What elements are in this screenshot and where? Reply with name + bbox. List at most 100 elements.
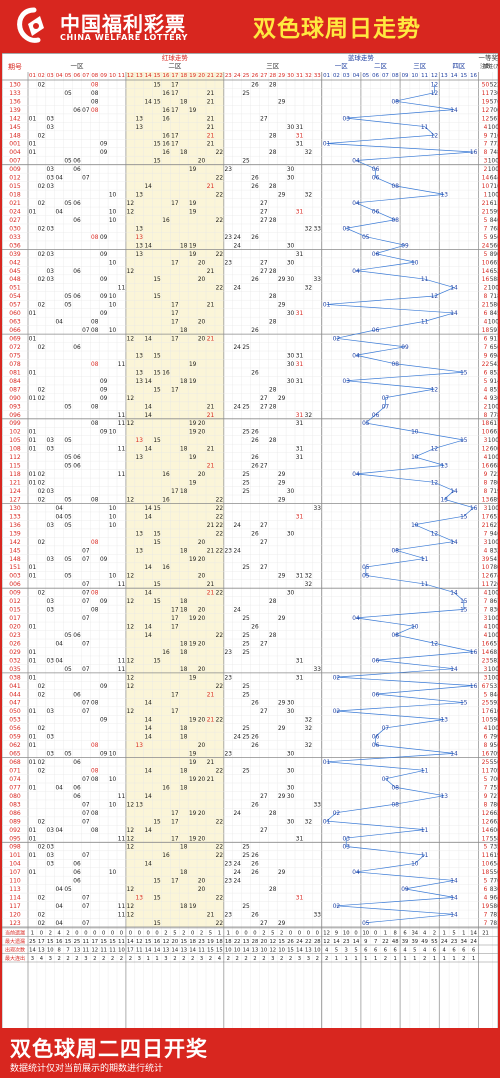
issue-label: 115 [9,463,21,470]
red-ball-hit: 20 [198,616,206,622]
prize-amount: 550 [490,870,498,876]
stat-red-value: 15 [47,939,54,945]
stat-blue-value: 48 [392,939,399,945]
stat-red-value: 10 [225,947,232,953]
red-ball-hit: 30 [287,701,295,707]
red-ball-hit: 03 [47,523,55,529]
blue-ball-hit: 02 [333,811,341,817]
prize-count: 3 [484,667,488,673]
red-ball-hit: 05 [64,91,72,97]
red-ball-hit: 26 [251,328,259,334]
red-ball-hit: 22 [216,176,224,182]
stat-blue-value: 8 [394,930,397,936]
prize-count: 67 [482,684,490,690]
red-ball-hit: 22 [216,218,224,224]
trend-chart: 期号红球走势一区二区三区蓝球走势一区二区三区四区一等奖注数单注(万元)01020… [2,53,498,1028]
red-ball-hit: 05 [64,303,72,309]
red-ball-hit: 26 [251,464,259,470]
red-zone-header: 一区 [70,62,84,70]
blue-ball-hit: 07 [382,777,390,783]
blue-ball-hit: 14 [450,489,458,495]
issue-label: 102 [9,429,21,436]
blue-ball-hit: 15 [460,608,468,614]
red-ball-hit: 21 [207,303,215,309]
prize-count: 5 [484,252,488,258]
issue-label: 113 [9,886,21,893]
issue-label: 110 [9,878,21,885]
red-ball-hit: 23 [225,862,233,868]
prize-count: 9 [484,472,488,478]
red-ball-hit: 31 [296,447,304,453]
red-ball-hit: 03 [47,447,55,453]
stat-red-value: 0 [289,930,292,936]
stat-red-value: 0 [120,930,123,936]
red-ball-hit: 22 [216,591,224,597]
prize-amount: 964 [490,896,498,902]
stat-red-value: 16 [154,939,161,945]
red-ball-hit: 29 [278,870,286,876]
prize-count: 7 [484,608,488,614]
red-ball-hit: 02 [38,896,46,902]
red-ball-hit: 08 [91,769,99,775]
red-ball-hit: 26 [251,184,259,190]
blue-ball-hit: 11 [421,320,429,326]
stat-red-value: 13 [38,947,45,953]
blue-number-header: 02 [333,73,340,79]
red-ball-hit: 01 [29,870,37,876]
prize-count: 12 [482,819,490,825]
red-ball-hit: 01 [29,709,37,715]
issue-label: 054 [9,293,21,300]
red-ball-hit: 08 [91,108,99,114]
red-ball-hit: 26 [251,370,259,376]
blue-number-header: 11 [421,73,428,79]
red-ball-hit: 21 [207,447,215,453]
prize-count: 10 [482,565,490,571]
red-ball-hit: 32 [305,718,313,724]
blue-number-header: 08 [392,73,399,79]
prize-count: 13 [482,497,490,503]
red-number-header: 03 [47,73,54,79]
red-ball-hit: 05 [64,201,72,207]
prize-amount: 651 [490,514,498,520]
red-ball-hit: 24 [233,735,241,741]
blue-ball-hit: 03 [343,379,351,385]
red-ball-hit: 15 [153,294,161,300]
red-ball-hit: 12 [127,599,135,605]
red-ball-hit: 05 [64,514,72,520]
red-ball-hit: 01 [29,625,37,631]
red-ball-hit: 22 [216,921,224,927]
red-ball-hit: 22 [216,819,224,825]
prize-count: 3 [484,438,488,444]
blue-ball-hit: 16 [470,650,478,656]
red-ball-hit: 06 [73,879,81,885]
red-ball-hit: 14 [144,633,152,639]
stat-blue-value: 1 [384,930,387,936]
red-ball-hit: 29 [278,303,286,309]
red-ball-hit: 07 [82,777,90,783]
red-ball-hit: 25 [242,650,250,656]
stat-red-value: 5 [173,930,176,936]
red-ball-hit: 08 [91,701,99,707]
red-ball-hit: 13 [136,438,144,444]
stat-blue-value: 39 [411,939,418,945]
red-ball-hit: 12 [127,396,135,402]
stat-red-value: 2 [209,956,212,962]
red-ball-hit: 17 [171,836,179,842]
red-number-header: 27 [260,73,267,79]
blue-number-header: 15 [460,73,467,79]
prize-amount: 755 [490,785,498,791]
prize-amount: 867 [490,599,498,605]
issue-label: 096 [9,412,21,419]
red-trend-header: 红球走势 [162,53,189,62]
stat-red-value: 2 [57,956,60,962]
red-ball-hit: 12 [127,828,135,834]
red-ball-hit: 05 [64,497,72,503]
issue-label: 104 [9,861,21,868]
prize-amount: 541 [490,557,498,563]
red-ball-hit: 24 [233,608,241,614]
red-number-header: 08 [91,73,98,79]
blue-ball-hit: 11 [421,557,429,563]
red-ball-hit: 03 [47,608,55,614]
